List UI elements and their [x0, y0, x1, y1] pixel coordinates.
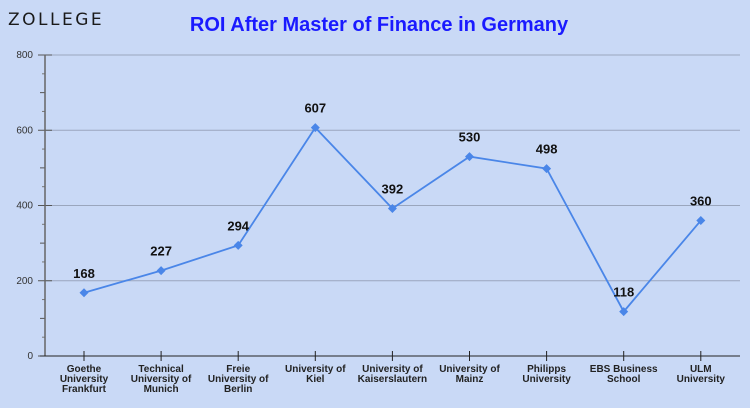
data-label: 498	[536, 142, 558, 157]
x-tick-label: University of Kaiserslautern	[358, 364, 427, 385]
zollege-logo: ZOLLEGE	[8, 10, 105, 30]
data-label: 607	[304, 101, 326, 116]
y-tick-label: 200	[16, 276, 33, 287]
y-tick-label: 400	[16, 201, 33, 212]
data-label: 294	[227, 218, 249, 233]
data-point	[696, 216, 706, 226]
data-label: 530	[459, 130, 481, 145]
data-point	[156, 266, 166, 276]
data-point	[79, 288, 89, 298]
chart-title: ROI After Master of Finance in Germany	[189, 14, 569, 36]
data-label: 360	[690, 194, 712, 209]
x-tick-label: University of Kiel	[285, 364, 346, 385]
x-tick-label: Technical University of Munich	[131, 364, 192, 395]
data-point	[465, 152, 474, 162]
x-tick-label: Goethe University Frankfurt	[60, 364, 109, 395]
data-point	[233, 240, 243, 250]
x-tick-label: University of Mainz	[439, 364, 500, 385]
data-label: 392	[382, 182, 404, 197]
data-point	[619, 307, 629, 317]
data-point	[310, 123, 320, 133]
x-tick-label: Freie University of Berlin	[208, 364, 269, 395]
data-point	[387, 204, 397, 214]
data-point	[542, 164, 552, 174]
y-tick-label: 600	[16, 125, 33, 136]
data-label: 118	[613, 285, 634, 300]
x-tick-label: ULM University	[677, 364, 726, 385]
y-tick-label: 0	[27, 351, 33, 362]
data-label: 227	[150, 244, 172, 259]
x-tick-label: EBS Business School	[590, 364, 658, 385]
data-label: 168	[73, 266, 95, 281]
y-tick-label: 800	[16, 50, 33, 61]
x-tick-label: Philipps University	[522, 364, 571, 385]
series-line	[83, 126, 702, 314]
